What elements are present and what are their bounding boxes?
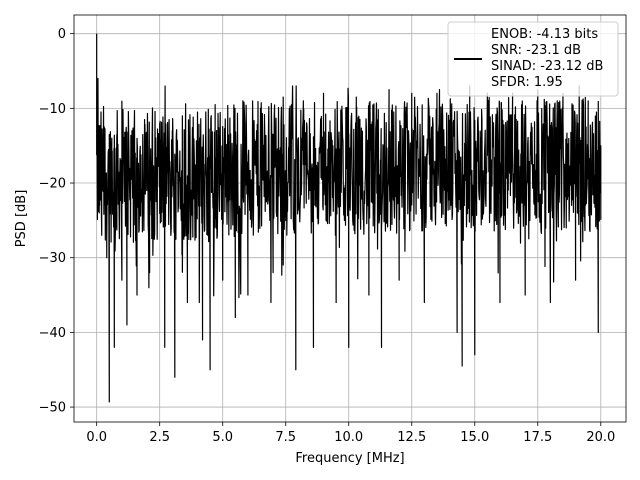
- ticks: 0.0 2.5 5.0 7.5 10.0 12.5 15.0 17.5 20.0 0 −10 −20 −…: [39, 27, 616, 445]
- psd-series-line: [96, 33, 602, 403]
- x-tick-label: 0.0: [86, 430, 107, 445]
- y-tick-label: −50: [39, 401, 66, 416]
- x-axis-label: Frequency [MHz]: [295, 451, 404, 466]
- y-axis-label: PSD [dB]: [14, 190, 29, 248]
- x-tick-label: 12.5: [397, 430, 426, 445]
- legend-sinad: SINAD: -23.12 dB: [491, 59, 603, 74]
- plot-area: [96, 33, 602, 403]
- x-tick-label: 5.0: [212, 430, 233, 445]
- x-tick-label: 20.0: [586, 430, 615, 445]
- x-tick-label: 2.5: [149, 430, 170, 445]
- legend: ENOB: -4.13 bits SNR: -23.1 dB SINAD: -2…: [447, 21, 619, 97]
- y-tick-label: −10: [39, 102, 66, 117]
- legend-box: [447, 21, 619, 97]
- axes-frame: [73, 14, 627, 423]
- y-tick-label: 0: [58, 27, 66, 42]
- x-tick-label: 7.5: [275, 430, 296, 445]
- y-tick-label: −40: [39, 326, 66, 341]
- y-tick-label: −30: [39, 251, 66, 266]
- x-tick-label: 17.5: [523, 430, 552, 445]
- legend-snr: SNR: -23.1 dB: [491, 43, 581, 58]
- legend-sfdr: SFDR: 1.95: [491, 75, 563, 90]
- y-tick-label: −20: [39, 177, 66, 192]
- x-tick-label: 15.0: [460, 430, 489, 445]
- x-tick-label: 10.0: [334, 430, 363, 445]
- legend-enob: ENOB: -4.13 bits: [491, 27, 598, 42]
